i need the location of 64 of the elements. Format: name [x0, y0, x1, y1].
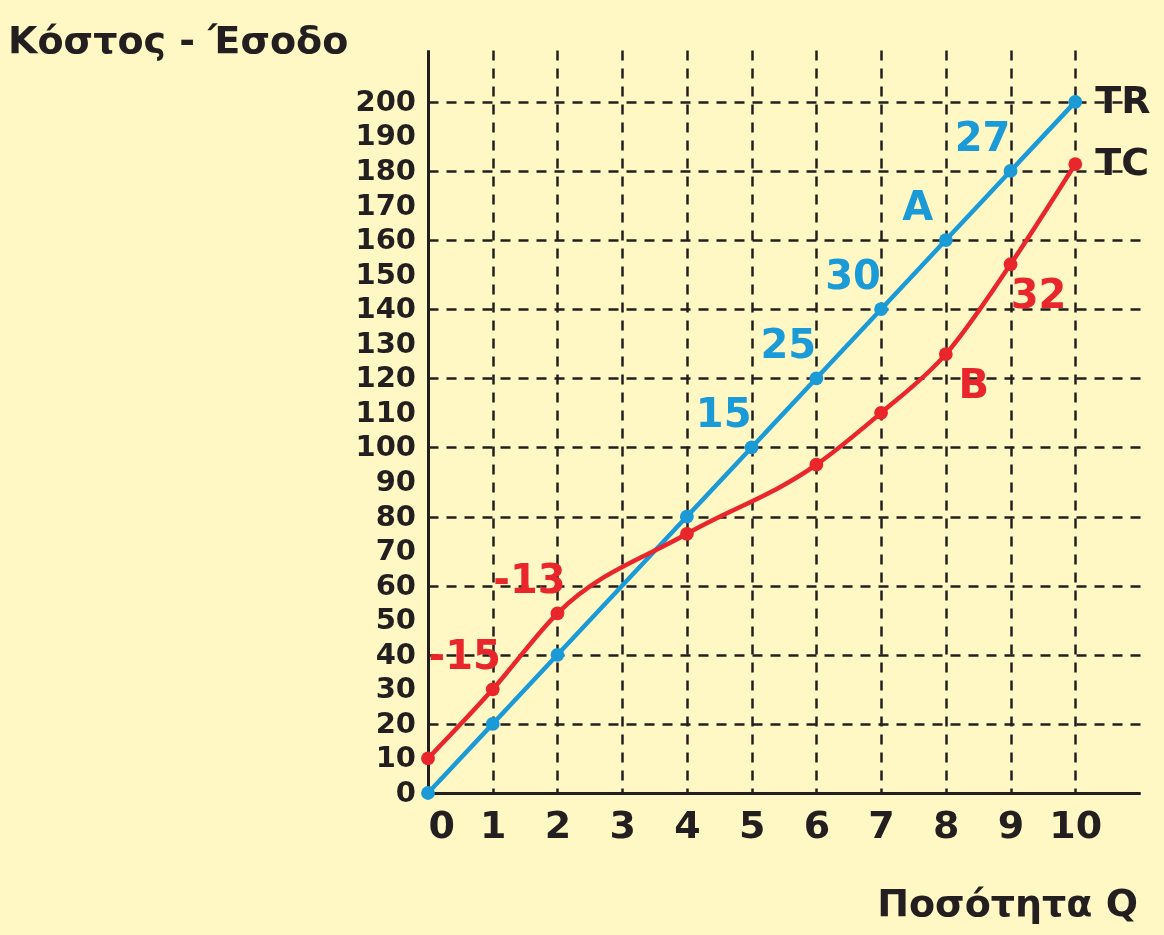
annotation: B — [958, 361, 990, 408]
x-tick-label: 8 — [933, 802, 960, 847]
point — [938, 233, 953, 247]
point — [1068, 157, 1083, 171]
series-label: TR — [1095, 77, 1151, 122]
series-label: TC — [1095, 140, 1150, 185]
point — [938, 347, 953, 361]
point — [485, 717, 500, 731]
x-tick-label: 2 — [544, 802, 572, 847]
point — [1003, 164, 1018, 178]
point — [550, 606, 565, 621]
y-tick-label: 50 — [375, 602, 416, 637]
y-tick-label: 150 — [355, 256, 416, 291]
x-tick-label: 1 — [480, 802, 507, 847]
x-tick-label: 10 — [1049, 802, 1103, 847]
y-tick-label: 40 — [375, 636, 416, 671]
point — [1068, 94, 1083, 109]
y-tick-label: 180 — [355, 152, 416, 187]
point — [809, 457, 824, 472]
y-tick-label: 70 — [375, 533, 416, 568]
point — [421, 786, 435, 800]
y-tick-label: 0 — [395, 775, 416, 809]
y-tick-label: 80 — [375, 498, 416, 533]
y-tick-label: 140 — [355, 291, 416, 326]
x-tick-label: 7 — [868, 802, 895, 847]
point — [421, 751, 435, 766]
y-tick-label: 20 — [375, 705, 416, 740]
annotation: A — [902, 183, 934, 230]
y-tick-label: 100 — [355, 429, 416, 464]
x-tick-label: 3 — [609, 802, 636, 847]
y-tick-label: 60 — [375, 567, 416, 602]
y-tick-label: 30 — [375, 671, 416, 706]
point — [809, 371, 824, 386]
y-tick-label: 10 — [375, 740, 416, 775]
y-tick-label: 130 — [355, 325, 416, 360]
point — [744, 440, 759, 455]
annotation: 15 — [695, 390, 752, 437]
point — [680, 526, 694, 541]
y-tick-label: 110 — [355, 394, 416, 429]
y-axis-title: Κόστος - Έσοδο — [8, 18, 349, 62]
y-tick-label: 170 — [355, 187, 416, 222]
x-tick-label: 6 — [803, 802, 831, 847]
point — [874, 302, 888, 317]
point — [874, 405, 888, 420]
x-axis-title: Ποσότητα Q — [877, 881, 1138, 925]
annotation: -13 — [493, 556, 566, 603]
x-tick-label: 5 — [738, 802, 766, 847]
y-tick-label: 160 — [355, 222, 416, 257]
point — [550, 647, 565, 662]
annotation: 30 — [825, 252, 881, 299]
point — [1003, 257, 1018, 272]
annotation: 27 — [954, 113, 1011, 160]
annotation: 25 — [760, 321, 817, 368]
x-tick-label: 4 — [674, 802, 701, 847]
y-tick-label: 120 — [355, 360, 416, 395]
x-tick-label: 0 — [428, 802, 455, 847]
x-tick-label: 9 — [997, 802, 1025, 847]
annotation: 32 — [1010, 271, 1067, 318]
y-tick-label: 190 — [355, 118, 416, 153]
annotation: -15 — [428, 632, 501, 679]
point — [485, 682, 500, 697]
point — [680, 509, 694, 524]
y-tick-label: 90 — [375, 463, 416, 498]
y-tick-label: 200 — [355, 83, 416, 118]
